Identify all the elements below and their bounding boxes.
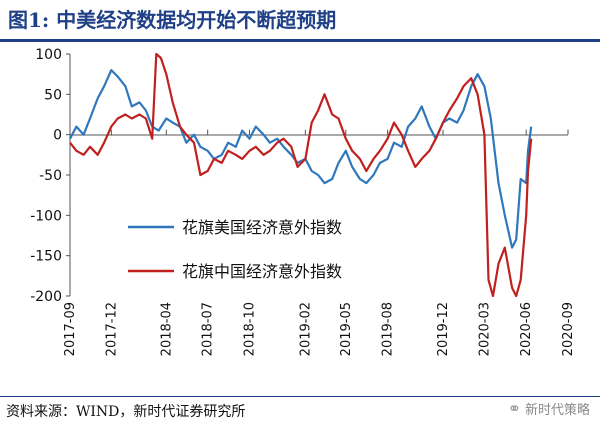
x-tick-label: 2018-10 — [242, 302, 257, 356]
y-tick-label: 50 — [44, 87, 62, 103]
page-title: 图1: 中美经济数据均开始不断超预期 — [8, 8, 337, 32]
source-note: 资料来源：WIND，新时代证券研究所 — [6, 404, 246, 420]
x-tick-label: 2020-09 — [561, 302, 576, 356]
wechat-icon: ⚭ — [507, 399, 521, 418]
x-tick-label: 2018-04 — [159, 302, 174, 356]
watermark: ⚭ 新时代策略 — [508, 399, 590, 418]
x-ticks: 2017-09 2017-12 2018-04 2018-07 2018-10 2019-… — [63, 129, 576, 356]
x-tick-label: 2019-02 — [298, 302, 313, 356]
x-tick-label: 2019-05 — [339, 302, 354, 356]
x-tick-label: 2017-12 — [104, 302, 119, 356]
series-line-0 — [69, 69, 533, 249]
footer-divider — [0, 396, 600, 397]
series-line-1 — [69, 52, 533, 298]
line-chart: 100 50 0 -50 -100 -150 -200 2017-09 2017-12 2018… — [30, 47, 576, 356]
watermark-text: 新时代策略 — [524, 403, 590, 418]
x-tick-label: 2020-06 — [519, 302, 534, 356]
legend-label-0: 花旗美国经济意外指数 — [182, 218, 342, 237]
x-tick-label: 2018-07 — [201, 302, 216, 356]
series-lines — [69, 52, 533, 298]
title-divider — [0, 39, 600, 42]
x-tick-label: 2020-03 — [477, 302, 492, 356]
y-ticks: 100 50 0 -50 -100 -150 -200 — [30, 47, 70, 305]
x-tick-label: 2017-09 — [63, 302, 78, 356]
y-tick-label: -150 — [30, 249, 62, 265]
x-tick-label: 2019-12 — [436, 302, 451, 356]
y-tick-label: 0 — [53, 128, 62, 144]
legend-label-1: 花旗中国经济意外指数 — [182, 262, 342, 281]
y-tick-label: 100 — [35, 47, 62, 63]
y-tick-label: -200 — [30, 289, 62, 305]
x-tick-label: 2019-08 — [381, 302, 396, 356]
y-tick-label: -50 — [39, 168, 62, 184]
y-tick-label: -100 — [30, 208, 62, 224]
